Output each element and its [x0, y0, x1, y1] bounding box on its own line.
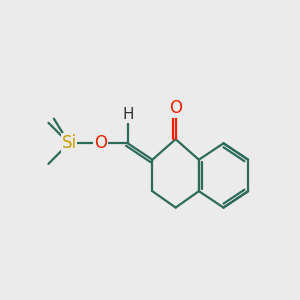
Text: H: H [122, 107, 134, 122]
Text: O: O [94, 134, 107, 152]
Text: O: O [169, 99, 182, 117]
Text: Si: Si [61, 134, 76, 152]
